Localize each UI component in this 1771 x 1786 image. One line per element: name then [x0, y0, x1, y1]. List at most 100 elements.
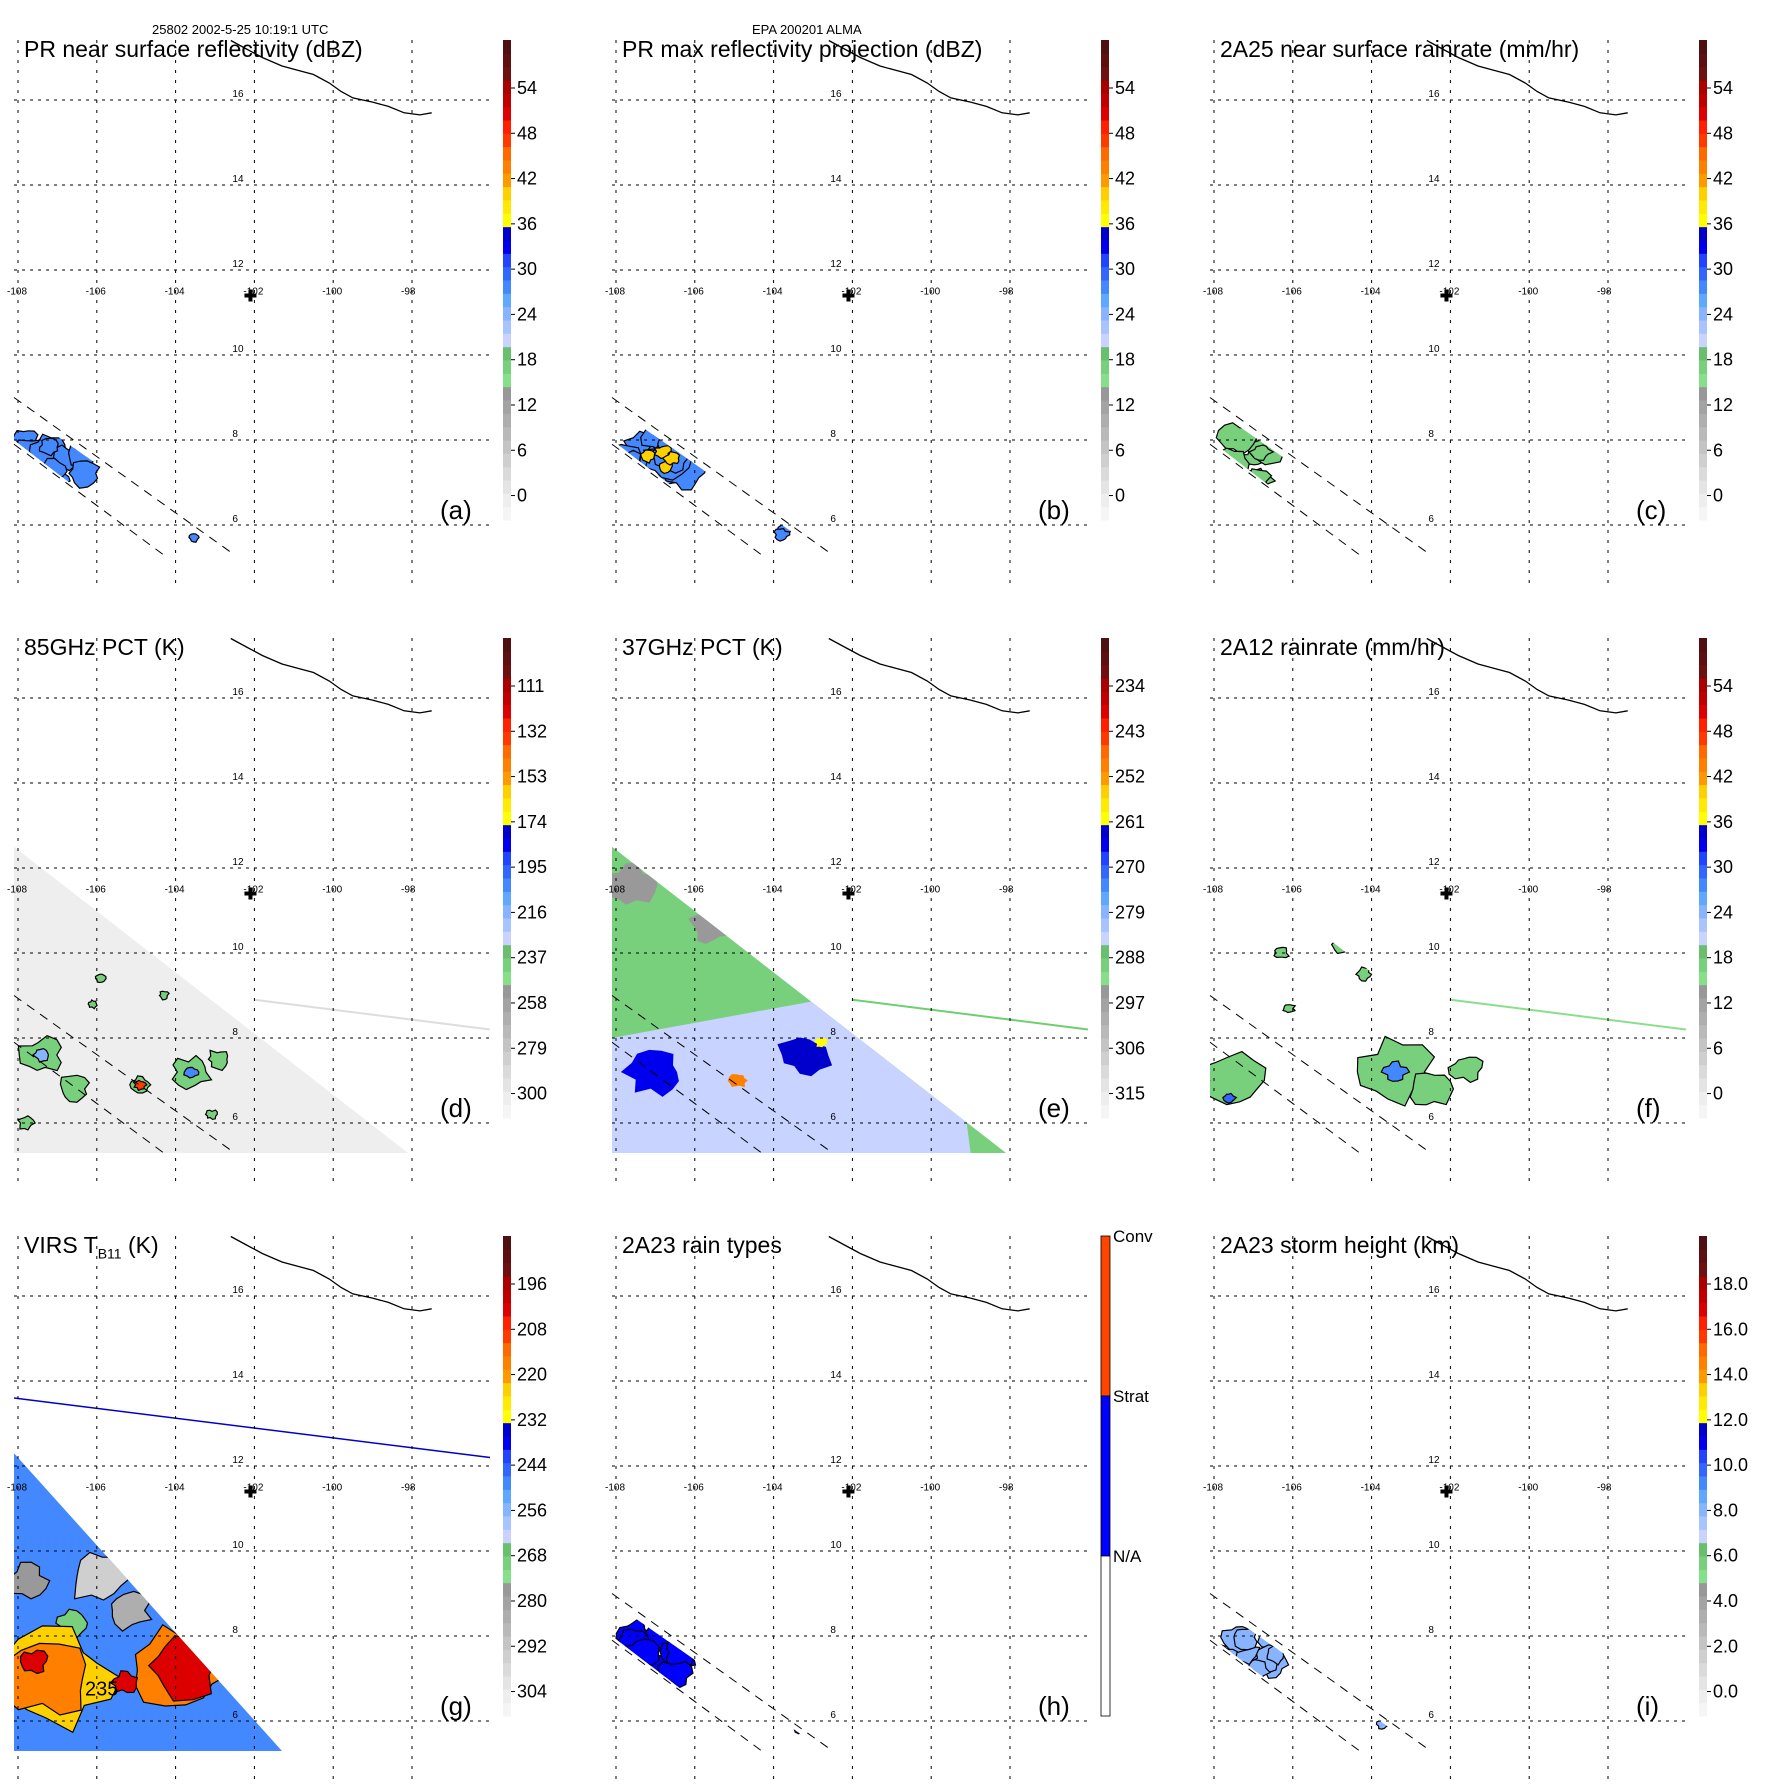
lat-label: 16: [232, 89, 244, 100]
colorbar-swatch: [503, 506, 511, 521]
colorbar-swatch: [503, 1038, 511, 1052]
lon-label: -104: [165, 1483, 185, 1494]
lon-label: -102: [1439, 287, 1459, 298]
colorbar-tick-label: 304: [517, 1682, 547, 1702]
colorbar-swatch: [1101, 931, 1109, 946]
lon-label: -100: [920, 1483, 940, 1494]
colorbar-swatch: [1101, 213, 1109, 228]
rain-cell: [1375, 1718, 1390, 1730]
colorbar-swatch: [1101, 971, 1109, 986]
colorbar-tick-label: 315: [1115, 1084, 1145, 1104]
lon-label: -104: [763, 1483, 783, 1494]
colorbar-swatch: [503, 1476, 511, 1490]
cold-core: [31, 1047, 50, 1063]
lon-label: -106: [684, 885, 704, 896]
colorbar-swatch: [1101, 53, 1109, 68]
panel-letter: (i): [1636, 1691, 1660, 1721]
colorbar-swatch: [1101, 133, 1109, 148]
lat-lon-grid: [612, 40, 1088, 585]
swath-edge-line: [1209, 443, 1361, 556]
rain-area: [1354, 966, 1373, 982]
colorbar-swatch: [1101, 851, 1109, 866]
map-plot-i: -108 -106 -104 -102 -100 -98 16 14 12 10 8 6 18.0 16.…: [1203, 1235, 1748, 1781]
gray-area: [612, 862, 658, 905]
colorbar-swatch: [1699, 651, 1707, 666]
rain-cell: [1403, 1711, 1421, 1726]
lat-label: 6: [232, 514, 238, 525]
colorbar-swatch: [1699, 413, 1707, 428]
colorbar-swatch: [1699, 971, 1707, 986]
colorbar-swatch: [1699, 1369, 1707, 1384]
lon-label: -106: [1282, 287, 1302, 298]
panel-title-text: PR near surface reflectivity (dBZ): [24, 36, 363, 62]
colorbar-swatch: [1699, 66, 1707, 81]
lon-label: -106: [86, 1483, 106, 1494]
storm-center-cross-icon: [244, 887, 257, 900]
colorbar-swatch: [503, 958, 511, 972]
colorbar-swatch: [1699, 1316, 1707, 1330]
rain-cell: [803, 507, 819, 519]
colorbar-swatch: [1101, 1051, 1109, 1066]
rain-cell: [1210, 464, 1244, 488]
colorbar-swatch: [503, 213, 511, 228]
colorbar-swatch: [1699, 1476, 1707, 1490]
colorbar-tick-label: 12.0: [1713, 1410, 1748, 1430]
colorbar-swatch: [1101, 426, 1109, 441]
panel-title-text: PR max reflectivity projection (dBZ): [622, 36, 983, 62]
colorbar-swatch: [1101, 306, 1109, 321]
colorbar-tick-label: 12: [1713, 395, 1733, 415]
colorbar-swatch: [1101, 864, 1109, 879]
colorbar-swatch: [503, 1051, 511, 1066]
cold-top-core: [19, 1649, 49, 1675]
colorbar-swatch: [1699, 1622, 1707, 1637]
lon-label: -100: [920, 885, 940, 896]
lat-label: 10: [1428, 1540, 1440, 1551]
lon-label: -100: [920, 287, 940, 298]
colorbar-swatch: [1699, 1236, 1707, 1250]
colorbar-swatch: [503, 1249, 511, 1264]
convective-core: [1341, 1661, 1362, 1679]
rain-cell: [773, 528, 791, 542]
rain-cell: [1387, 517, 1406, 531]
colorbar-tick-label: 234: [1115, 676, 1145, 696]
colorbar-tick-label: 12: [1713, 993, 1733, 1013]
warm-cloud: [14, 1561, 51, 1600]
colorbar-swatch: [503, 413, 511, 428]
colorbar-swatch: [503, 1369, 511, 1384]
colorbar-tick-label: 280: [517, 1591, 547, 1611]
colorbar-swatch: [503, 1662, 511, 1677]
colorbar-tick-label: 48: [1713, 123, 1733, 143]
colorbar-tick-label: 48: [1115, 123, 1135, 143]
panel-f: -108 -106 -104 -102 -100 -98 16 14 12 10 8 6 54 48 42 3…: [1196, 628, 1741, 1188]
colorbar-swatch: [1101, 320, 1109, 334]
colorbar-swatch: [1699, 704, 1707, 719]
colorbar-swatch: [503, 1609, 511, 1624]
colorbar-tick-label: 24: [1713, 304, 1733, 324]
colorbar-swatch: [1699, 333, 1707, 348]
colorbar-swatch: [1699, 1104, 1707, 1119]
panel-title-text: 37GHz PCT (K): [622, 634, 783, 660]
panel-title-subscript: B11: [97, 1245, 122, 1262]
lat-label: 12: [1428, 857, 1440, 868]
colorbar-swatch: [1101, 744, 1109, 759]
colorbar-swatch: [1699, 1342, 1707, 1357]
colorbar-category-label: Strat: [1113, 1387, 1149, 1406]
colorbar-tick-label: 270: [1115, 857, 1145, 877]
track-line: [13, 1397, 491, 1459]
colorbar-swatch: [503, 373, 511, 388]
lat-label: 16: [830, 1285, 842, 1296]
panel-letter: (e): [1038, 1093, 1070, 1123]
swath-edge-line: [611, 995, 833, 1154]
colorbar-swatch: [1101, 293, 1109, 308]
panel-c: -108 -106 -104 -102 -100 -98 16 14 12 10 8 6 54 48 42 3…: [1196, 30, 1741, 590]
colorbar-tick-label: 30: [1713, 259, 1733, 279]
cell-group: [612, 1617, 811, 1735]
storm-center-cross-icon: [842, 289, 855, 302]
colorbar-swatch: [1101, 918, 1109, 932]
lat-label: 8: [830, 1625, 836, 1636]
rain-cell: [656, 1661, 694, 1689]
colorbar-tick-label: 174: [517, 812, 547, 832]
rain-area: [1447, 1056, 1484, 1084]
colorbar-tick-label: 208: [517, 1319, 547, 1339]
lon-label: -108: [7, 885, 27, 896]
